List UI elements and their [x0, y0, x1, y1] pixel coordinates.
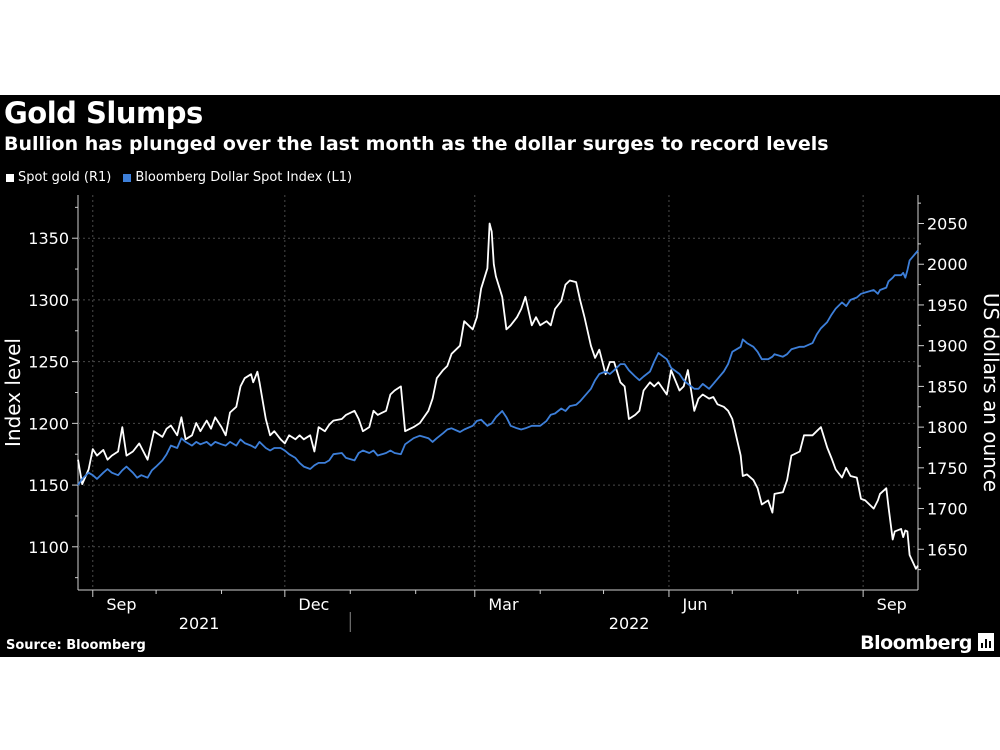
right-tick-label: 1650	[927, 540, 968, 559]
right-tick-label: 1700	[927, 500, 968, 519]
right-tick-label: 1750	[927, 459, 968, 478]
legend-item-gold: Spot gold (R1)	[6, 170, 111, 185]
x-year-label: 2022	[609, 614, 650, 633]
legend-label-dollar: Bloomberg Dollar Spot Index (L1)	[135, 170, 353, 185]
right-tick-label: 2000	[927, 255, 968, 274]
brand-logo: Bloomberg	[860, 632, 972, 654]
x-year-label: 2021	[179, 614, 220, 633]
chart-panel	[0, 95, 1000, 657]
right-tick-label: 1800	[927, 418, 968, 437]
right-tick-label: 2050	[927, 215, 968, 234]
x-tick-label: Mar	[488, 595, 519, 614]
left-tick-label: 1300	[28, 291, 69, 310]
right-tick-label: 1900	[927, 337, 968, 356]
x-tick-label: Dec	[298, 595, 329, 614]
legend-swatch-dollar	[123, 173, 132, 182]
series-line-dollar-index	[77, 249, 919, 486]
legend-label-gold: Spot gold (R1)	[18, 170, 112, 185]
legend-item-dollar: Bloomberg Dollar Spot Index (L1)	[123, 170, 352, 185]
x-tick-label: Jun	[682, 595, 708, 614]
source-note: Source: Bloomberg	[6, 638, 146, 653]
left-tick-label: 1100	[28, 538, 69, 557]
legend-swatch-gold	[6, 173, 14, 182]
left-tick-label: 1350	[28, 229, 69, 248]
bar-chart-icon	[978, 633, 994, 651]
left-tick-label: 1200	[28, 414, 69, 433]
x-tick-label: Sep	[106, 595, 136, 614]
legend: Spot gold (R1) Bloomberg Dollar Spot Ind…	[6, 170, 352, 185]
right-axis-title: US dollars an ounce	[979, 293, 1000, 492]
right-tick-label: 1950	[927, 296, 968, 315]
chart-subtitle: Bullion has plunged over the last month …	[4, 133, 829, 155]
left-axis-title: Index level	[1, 338, 25, 447]
chart-title: Gold Slumps	[4, 96, 203, 130]
x-tick-label: Sep	[877, 595, 907, 614]
left-tick-label: 1250	[28, 353, 69, 372]
series-line-spot-gold	[77, 222, 919, 570]
left-tick-label: 1150	[28, 476, 69, 495]
right-tick-label: 1850	[927, 377, 968, 396]
